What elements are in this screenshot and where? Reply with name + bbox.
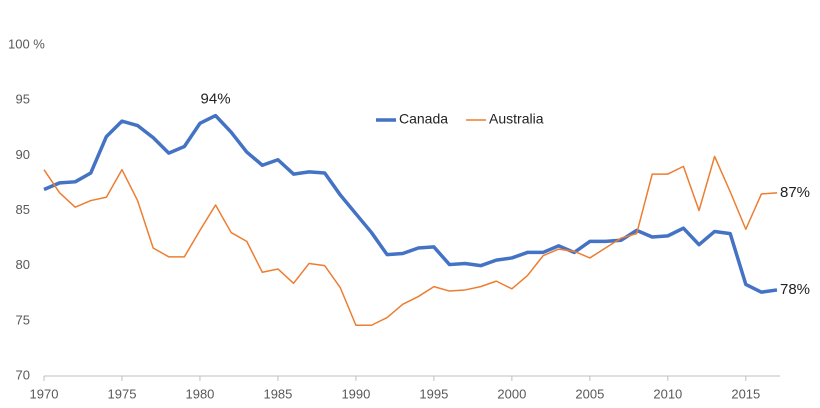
x-tick-label: 1990	[341, 386, 370, 401]
x-tick-label: 2005	[575, 386, 604, 401]
x-tick-label: 2010	[653, 386, 682, 401]
legend-label: Canada	[399, 111, 448, 127]
x-tick-label: 2000	[497, 386, 526, 401]
x-tick-label: 1970	[30, 386, 59, 401]
y-tick-label: 80	[16, 257, 30, 272]
legend-label: Australia	[489, 111, 544, 127]
y-tick-label: 95	[16, 92, 30, 107]
y-tick-label: 70	[16, 367, 30, 382]
x-tick-label: 1985	[263, 386, 292, 401]
value-label: 94%	[201, 91, 231, 108]
value-label: 78%	[780, 281, 810, 298]
y-tick-label: 90	[16, 147, 30, 162]
x-tick-label: 1980	[185, 386, 214, 401]
x-tick-label: 2015	[731, 386, 760, 401]
x-tick-label: 1995	[419, 386, 448, 401]
series-line	[43, 113, 778, 294]
series-line	[43, 155, 778, 326]
y-tick-label: 100 %	[8, 36, 45, 51]
y-tick-label: 75	[16, 312, 30, 327]
y-tick-label: 85	[16, 202, 30, 217]
value-label: 87%	[780, 184, 810, 201]
x-tick-label: 1975	[108, 386, 137, 401]
